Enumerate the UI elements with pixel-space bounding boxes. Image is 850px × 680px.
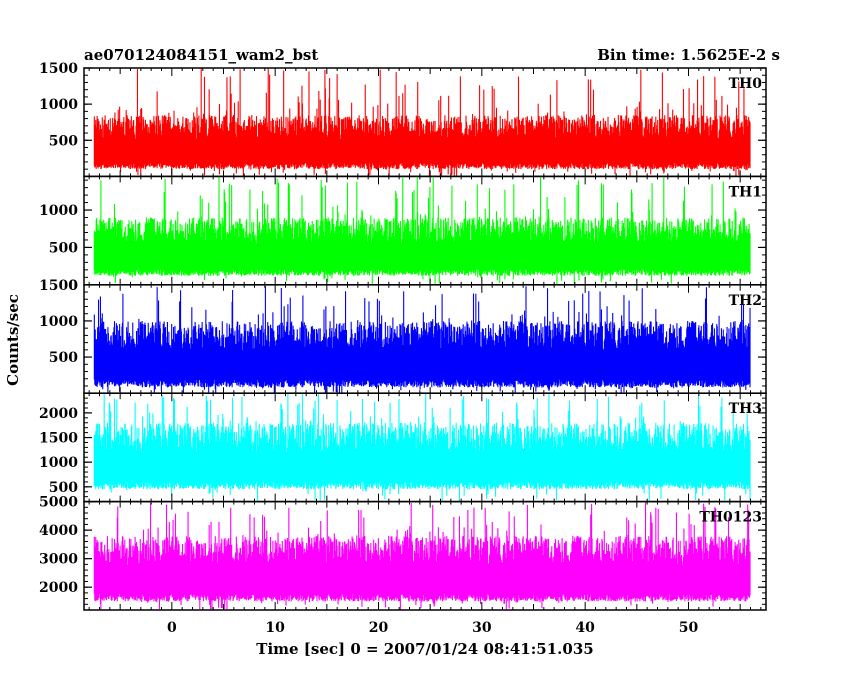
y-tick-label: 500 <box>49 350 78 366</box>
y-tick-label: 1000 <box>39 203 78 219</box>
panel-th3: 500 1000 1500 2000 TH3 <box>39 392 767 503</box>
panels-group: 50010001500TH005001000TH150010001500TH25… <box>39 61 767 611</box>
y-tick-label: 2000 <box>39 406 78 422</box>
x-tick-label: 0 <box>167 620 177 636</box>
panel-th2: 500 1000 1500 TH2 <box>39 278 767 394</box>
chart-title: ae070124084151_wam2_bst <box>84 46 318 64</box>
y-tick-label: 500 <box>49 480 78 496</box>
y-tick-label: 1500 <box>39 278 78 294</box>
series-label-th1: TH1 <box>729 184 762 200</box>
y-tick-label: 1500 <box>39 431 78 447</box>
y-tick-label: 1000 <box>39 97 78 113</box>
y-tick-label: 5000 <box>39 495 78 511</box>
x-tick-label: 50 <box>679 620 699 636</box>
y-tick-label: 500 <box>49 133 78 149</box>
y-tick-label: 1500 <box>39 61 78 77</box>
x-tick-label: 10 <box>265 620 285 636</box>
y-tick-label: 1000 <box>39 314 78 330</box>
y-tick-label: 4000 <box>39 523 78 539</box>
y-tick-label: 500 <box>49 240 78 256</box>
panel-th0: 500 1000 1500 TH0 <box>39 61 767 178</box>
series-label-th2: TH2 <box>729 293 762 309</box>
bin-time-label: Bin time: 1.5625E-2 s <box>597 46 780 64</box>
panel-frame <box>83 500 767 611</box>
series-th3-line <box>93 393 751 502</box>
x-tick-label: 40 <box>575 620 595 636</box>
series-label-th3: TH3 <box>729 401 762 417</box>
series-th2-line <box>93 286 751 394</box>
panel-th0123: 2000 3000 4000 5000 TH0123 <box>39 495 767 611</box>
x-tick-label: 20 <box>369 620 389 636</box>
x-tick-label: 30 <box>472 620 492 636</box>
x-axis-ticks: 0 10 20 30 40 50 <box>167 620 699 636</box>
x-axis-label: Time [sec] 0 = 2007/01/24 08:41:51.035 <box>256 640 593 658</box>
series-label-th0123: TH0123 <box>699 510 762 526</box>
y-tick-label: 2000 <box>39 580 78 596</box>
y-tick-label: 3000 <box>39 552 78 568</box>
panel-th1: 0 500 1000 TH1 <box>39 175 767 294</box>
y-tick-label: 1000 <box>39 455 78 471</box>
series-th1-line <box>93 176 751 285</box>
series-th0123-line <box>93 501 751 610</box>
series-label-th0: TH0 <box>729 76 763 92</box>
y-axis-label: Counts/sec <box>4 294 22 386</box>
y-tick-label: 0 <box>68 278 78 294</box>
series-th0-line <box>93 68 751 177</box>
